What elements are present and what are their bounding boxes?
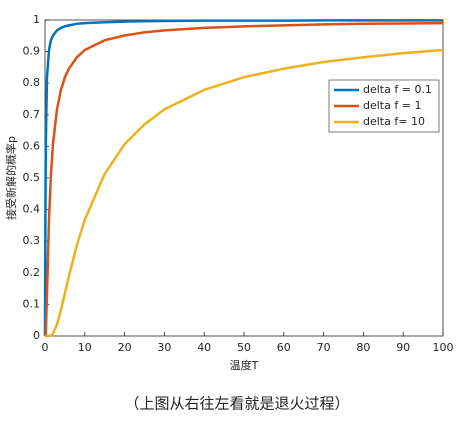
x-tick-label: 10 [78,341,92,354]
y-tick-label: 1 [33,13,40,26]
y-tick-label: 0.5 [23,171,41,184]
y-tick-label: 0.3 [23,234,41,247]
x-tick-label: 40 [197,341,211,354]
x-axis-label: 温度T [230,358,259,372]
x-tick-label: 0 [42,341,49,354]
legend-label: delta f= 10 [363,115,425,128]
x-tick-label: 60 [277,341,291,354]
y-tick-label: 0.8 [23,76,41,89]
legend-label: delta f = 0.1 [363,83,432,96]
plot-frame [44,19,444,337]
y-tick-label: 0.6 [23,139,41,152]
x-tick-label: 80 [356,341,370,354]
caption: （上图从右往左看就是退火过程） [124,395,349,413]
y-tick-label: 0.2 [23,266,41,279]
y-tick-label: 0 [33,329,40,342]
series-line [44,48,444,338]
x-tick-label: 100 [433,341,454,354]
legend-label: delta f = 1 [363,99,421,112]
x-tick-label: 20 [118,341,132,354]
series-line [44,21,444,338]
y-tick-label: 0.7 [23,108,41,121]
series-line [43,19,443,337]
x-tick-label: 90 [396,341,410,354]
y-tick-label: 0.4 [23,203,41,216]
y-tick-label: 0.9 [23,45,41,58]
x-tick-label: 70 [317,341,331,354]
x-tick-label: 50 [237,341,251,354]
y-axis-label: 接受新解的概率p [4,136,18,220]
x-tick-label: 30 [157,341,171,354]
y-tick-label: 0.1 [23,297,41,310]
